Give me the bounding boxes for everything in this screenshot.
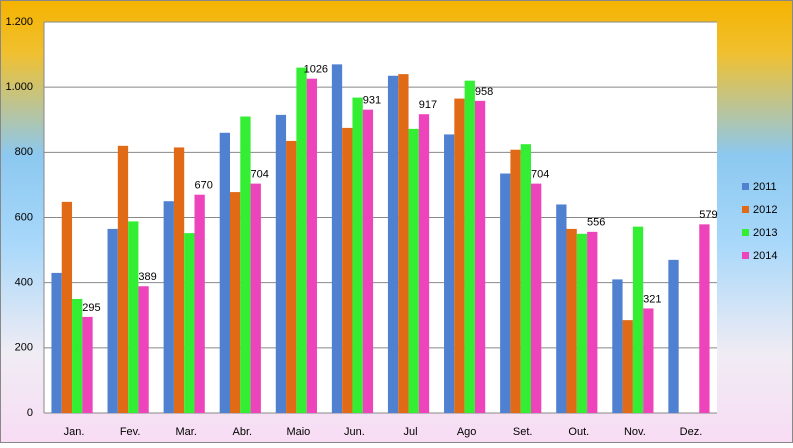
bar	[163, 201, 174, 413]
bar	[72, 298, 83, 413]
bar	[566, 228, 577, 413]
bar	[622, 320, 633, 413]
bar	[699, 224, 710, 413]
data-label: 295	[82, 302, 100, 314]
bar	[184, 233, 195, 413]
x-tick-label: Nov.	[624, 426, 646, 438]
bar	[500, 173, 511, 413]
legend-label: 2014	[753, 250, 777, 262]
y-tick-label: 200	[15, 342, 33, 354]
bar	[286, 140, 297, 413]
bar	[331, 64, 343, 413]
x-tick-label: Set.	[513, 426, 533, 438]
data-label: 704	[531, 169, 549, 181]
bar	[352, 97, 363, 414]
data-label: 670	[194, 180, 212, 192]
bar	[342, 127, 353, 413]
x-tick-label: Jul	[404, 426, 418, 438]
bar	[138, 286, 149, 413]
bar	[576, 233, 588, 413]
bar	[398, 74, 409, 413]
x-tick-label: Jun.	[344, 426, 365, 438]
bar	[612, 279, 623, 413]
bar	[643, 308, 654, 413]
bar	[306, 78, 317, 413]
legend-swatch	[742, 229, 749, 236]
bar	[82, 316, 93, 413]
bar	[219, 132, 230, 414]
data-label: 704	[251, 169, 269, 181]
bar	[107, 228, 118, 413]
bar	[250, 183, 261, 413]
bar	[408, 128, 419, 413]
data-label: 579	[699, 209, 717, 221]
bar	[418, 114, 430, 414]
bar	[173, 147, 185, 413]
legend-swatch	[742, 206, 749, 213]
bar	[556, 204, 567, 413]
bar	[587, 231, 598, 413]
bar	[61, 201, 73, 413]
y-tick-label: 1.200	[5, 16, 33, 28]
legend-label: 2013	[753, 227, 777, 239]
bar	[296, 67, 307, 413]
bar	[520, 144, 532, 413]
data-label: 321	[643, 293, 661, 305]
bar	[531, 183, 542, 413]
bar	[444, 134, 455, 413]
data-label: 389	[138, 271, 156, 283]
y-tick-label: 600	[15, 211, 33, 223]
x-tick-label: Abr.	[233, 426, 253, 438]
y-tick-label: 400	[15, 277, 33, 289]
data-label: 931	[363, 95, 381, 107]
y-tick-label: 1.000	[5, 81, 33, 93]
x-tick-label: Mar.	[176, 426, 197, 438]
bar	[275, 114, 287, 414]
y-tick-label: 0	[27, 407, 33, 419]
bar	[229, 192, 241, 413]
bar	[632, 226, 644, 413]
bar	[510, 149, 521, 413]
legend-swatch	[742, 183, 749, 190]
bar	[362, 109, 374, 413]
bar	[117, 145, 129, 414]
x-tick-label: Out.	[568, 426, 589, 438]
bar	[474, 100, 486, 413]
data-label: 1026	[304, 64, 328, 76]
bar	[51, 272, 62, 413]
x-tick-label: Fev.	[120, 426, 141, 438]
bar	[454, 98, 465, 413]
bar	[128, 221, 139, 413]
x-tick-label: Ago	[457, 426, 477, 438]
x-tick-label: Maio	[286, 426, 310, 438]
legend-swatch	[742, 252, 749, 259]
bar	[387, 75, 399, 413]
data-label: 556	[587, 217, 605, 229]
x-tick-label: Dez.	[680, 426, 703, 438]
data-label: 958	[475, 86, 493, 98]
bar	[668, 259, 679, 413]
y-tick-label: 800	[15, 146, 33, 158]
x-tick-label: Jan.	[64, 426, 85, 438]
bar	[240, 116, 251, 413]
legend-label: 2012	[753, 204, 777, 216]
bar	[194, 194, 205, 413]
bar	[464, 80, 475, 414]
legend-label: 2011	[753, 181, 777, 193]
data-label: 917	[419, 99, 437, 111]
